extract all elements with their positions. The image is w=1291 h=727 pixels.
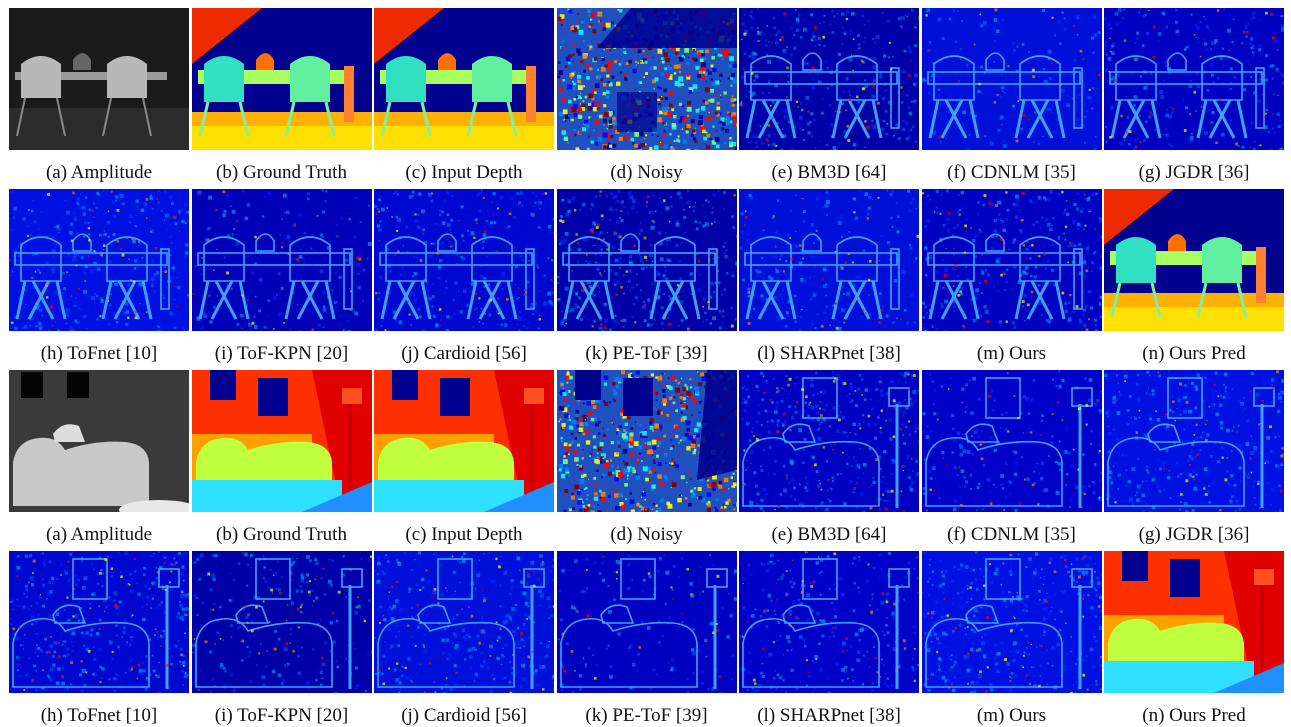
panel-caption: (b) Ground Truth xyxy=(186,162,378,184)
panel-image xyxy=(1104,370,1284,512)
panel-caption: (c) Input Depth xyxy=(368,162,560,184)
panel-caption: (c) Input Depth xyxy=(368,524,560,546)
panel-image xyxy=(922,370,1102,512)
panel-caption: (h) ToFnet [10] xyxy=(3,705,195,727)
panel-caption: (g) JGDR [36] xyxy=(1098,524,1290,546)
panel-caption: (d) Noisy xyxy=(551,162,743,184)
panel-caption: (d) Noisy xyxy=(551,524,743,546)
panel-image xyxy=(9,8,189,150)
panel-image xyxy=(1104,551,1284,693)
panel-caption: (e) BM3D [64] xyxy=(733,524,925,546)
panel-image xyxy=(922,551,1102,693)
panel-caption: (m) Ours xyxy=(916,705,1108,727)
panel-image xyxy=(557,8,737,150)
panel-caption: (a) Amplitude xyxy=(3,162,195,184)
panel-image xyxy=(922,189,1102,331)
panel-image xyxy=(9,189,189,331)
panel-image xyxy=(739,551,919,693)
panel-caption: (m) Ours xyxy=(916,343,1108,365)
panel-image xyxy=(557,370,737,512)
panel-image xyxy=(374,370,554,512)
panel-caption: (n) Ours Pred xyxy=(1098,343,1290,365)
panel-caption: (h) ToFnet [10] xyxy=(3,343,195,365)
panel-image xyxy=(374,8,554,150)
panel-caption: (a) Amplitude xyxy=(3,524,195,546)
panel-caption: (j) Cardioid [56] xyxy=(368,705,560,727)
panel-image xyxy=(557,551,737,693)
panel-caption: (l) SHARPnet [38] xyxy=(733,343,925,365)
panel-image xyxy=(1104,189,1284,331)
panel-image xyxy=(739,8,919,150)
panel-caption: (g) JGDR [36] xyxy=(1098,162,1290,184)
panel-image xyxy=(192,551,372,693)
panel-caption: (l) SHARPnet [38] xyxy=(733,705,925,727)
panel-image xyxy=(739,189,919,331)
panel-caption: (f) CDNLM [35] xyxy=(916,162,1108,184)
panel-image xyxy=(739,370,919,512)
panel-caption: (k) PE-ToF [39] xyxy=(551,705,743,727)
panel-caption: (n) Ours Pred xyxy=(1098,705,1290,727)
panel-caption: (j) Cardioid [56] xyxy=(368,343,560,365)
panel-image xyxy=(922,8,1102,150)
panel-image xyxy=(557,189,737,331)
panel-image xyxy=(192,370,372,512)
panel-image xyxy=(1104,8,1284,150)
panel-image xyxy=(192,189,372,331)
panel-caption: (k) PE-ToF [39] xyxy=(551,343,743,365)
panel-image xyxy=(9,551,189,693)
panel-caption: (i) ToF-KPN [20] xyxy=(186,705,378,727)
panel-image xyxy=(9,370,189,512)
panel-caption: (i) ToF-KPN [20] xyxy=(186,343,378,365)
panel-image xyxy=(192,8,372,150)
panel-caption: (e) BM3D [64] xyxy=(733,162,925,184)
panel-caption: (b) Ground Truth xyxy=(186,524,378,546)
panel-caption: (f) CDNLM [35] xyxy=(916,524,1108,546)
panel-image xyxy=(374,189,554,331)
panel-image xyxy=(374,551,554,693)
